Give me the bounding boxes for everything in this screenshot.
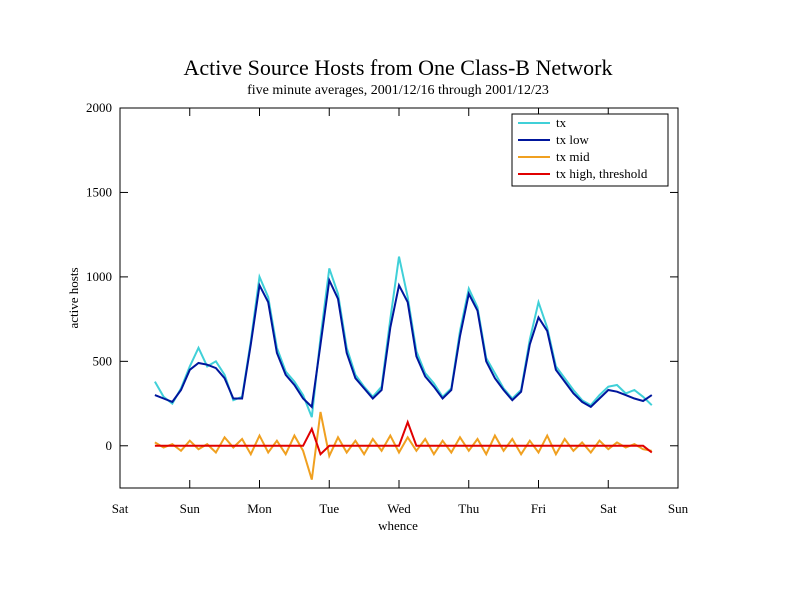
x-tick-label: Tue xyxy=(319,501,339,516)
x-tick-label: Sun xyxy=(668,501,689,516)
chart-title: Active Source Hosts from One Class-B Net… xyxy=(184,55,613,80)
x-tick-label: Thu xyxy=(458,501,479,516)
y-tick-label: 1000 xyxy=(86,269,112,284)
legend-label: tx xyxy=(556,115,567,130)
x-tick-label: Wed xyxy=(387,501,411,516)
legend-label: tx mid xyxy=(556,149,590,164)
x-tick-label: Sun xyxy=(180,501,201,516)
legend-label: tx high, threshold xyxy=(556,166,648,181)
y-tick-label: 0 xyxy=(106,438,113,453)
x-tick-label: Sat xyxy=(600,501,617,516)
legend-label: tx low xyxy=(556,132,589,147)
series-line xyxy=(154,256,653,418)
series-line xyxy=(154,419,653,457)
x-tick-label: Sat xyxy=(112,501,129,516)
chart-subtitle: five minute averages, 2001/12/16 through… xyxy=(247,83,549,98)
y-tick-label: 1500 xyxy=(86,184,112,199)
x-axis-label: whence xyxy=(378,518,418,533)
series-line xyxy=(154,276,653,409)
y-tick-label: 500 xyxy=(93,353,113,368)
x-tick-label: Mon xyxy=(247,501,272,516)
y-tick-label: 2000 xyxy=(86,100,112,115)
y-axis-label: active hosts xyxy=(66,267,81,328)
x-tick-label: Fri xyxy=(531,501,547,516)
